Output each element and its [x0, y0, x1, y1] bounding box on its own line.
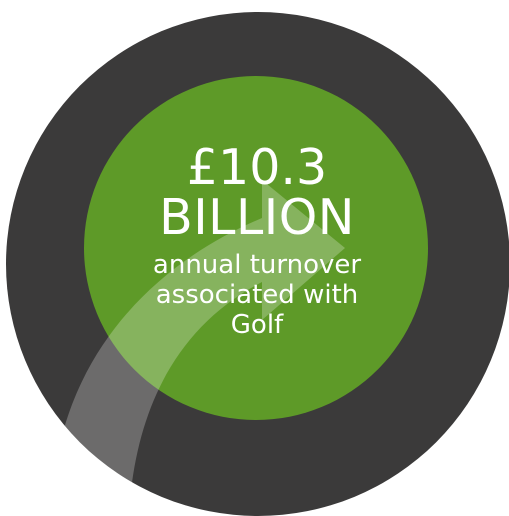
curved-arrow-icon [52, 180, 345, 500]
stat-text: £10.3 BILLION annual turnover associated… [106, 143, 408, 340]
inner-circle [84, 76, 428, 420]
stat-caption: annual turnover associated with Golf [106, 250, 408, 340]
caption-line-2: associated with [155, 280, 359, 310]
stat-amount: £10.3 [186, 139, 328, 196]
caption-line-1: annual turnover [152, 250, 362, 280]
stat-unit: BILLION [159, 189, 355, 246]
caption-line-3: Golf [230, 310, 284, 340]
